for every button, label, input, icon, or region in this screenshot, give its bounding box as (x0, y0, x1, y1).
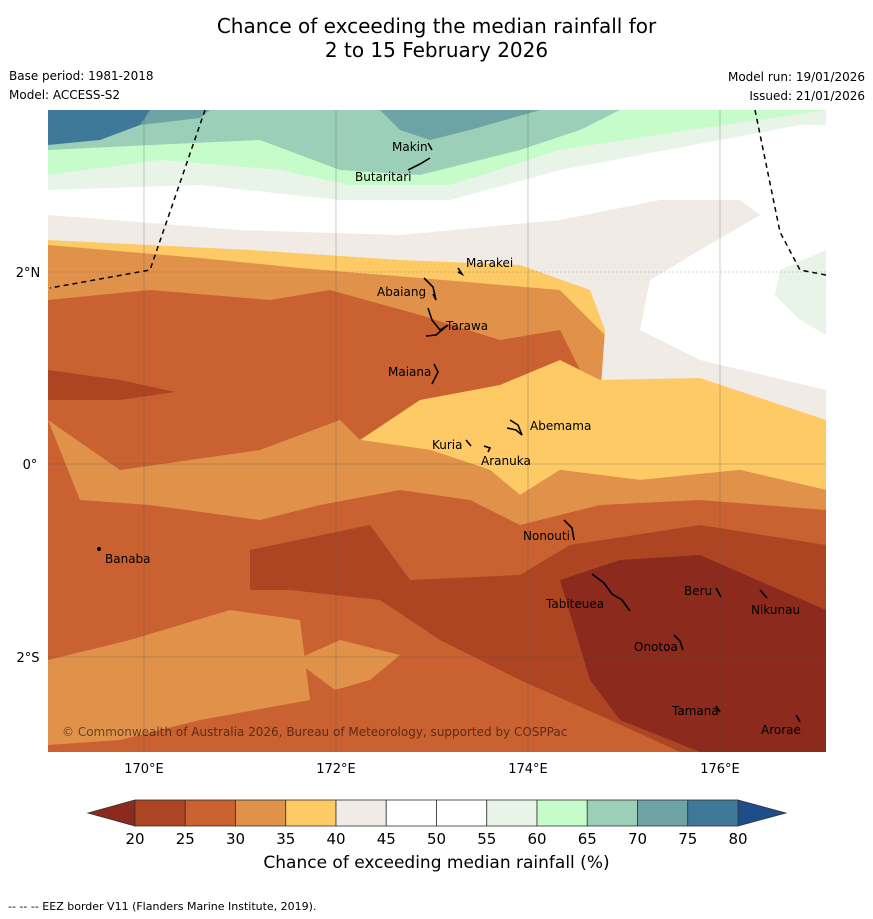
place-label-nonouti: Nonouti (523, 529, 570, 543)
place-label-arorae: Arorae (761, 723, 801, 737)
place-label-tabiteuea: Tabiteuea (545, 597, 604, 611)
lon-label-170e: 170°E (124, 762, 164, 777)
eez-border-west (49, 110, 206, 289)
colorbar: 20 25 30 35 40 45 50 55 60 65 70 75 80 (86, 799, 788, 848)
eez-border-east (754, 110, 826, 276)
place-label-marakei: Marakei (466, 256, 513, 270)
colorbar-label: Chance of exceeding median rainfall (%) (263, 853, 610, 873)
place-label-abaiang: Abaiang (377, 285, 426, 299)
band-30-35-central (48, 420, 826, 525)
band-30-35-patch (295, 640, 400, 690)
colorbar-box (637, 799, 689, 827)
colorbar-box (134, 799, 186, 827)
colorbar-tick-label: 40 (326, 830, 345, 848)
title-line-1: Chance of exceeding the median rainfall … (216, 14, 657, 38)
place-label-tamana: Tamana (671, 704, 719, 718)
lat-label-2n: 2°N (16, 266, 41, 281)
colorbar-box (235, 799, 287, 827)
band-30-35-southwest (48, 610, 310, 745)
colorbar-box (285, 799, 337, 827)
graticule (48, 110, 826, 752)
model-run: Model run: 19/01/2026 (727, 70, 865, 84)
title-line-2: 2 to 15 February 2026 (324, 38, 549, 62)
colorbar-box (335, 799, 387, 827)
lat-label-0: 0° (23, 458, 38, 473)
band-20-25-west (48, 370, 175, 400)
colorbar-tick-label: 80 (728, 830, 747, 848)
colorbar-tick-label: 25 (176, 830, 195, 848)
colorbar-tick-label: 70 (628, 830, 647, 848)
colorbar-tick-label: 20 (125, 830, 144, 848)
lon-label-174e: 174°E (508, 762, 548, 777)
place-label-maiana: Maiana (388, 365, 431, 379)
band-55-60-east (775, 250, 826, 335)
band-75-80 (48, 110, 150, 145)
place-label-kuria: Kuria (432, 438, 463, 452)
lon-label-172e: 172°E (316, 762, 356, 777)
band-70-75-b (380, 110, 540, 140)
place-label-nikunau: Nikunau (751, 603, 800, 617)
place-label-onotoa: Onotoa (634, 640, 678, 654)
colorbar-box (436, 799, 488, 827)
model-name: Model: ACCESS-S2 (9, 88, 121, 102)
place-label-banaba: Banaba (105, 552, 151, 566)
colorbar-tick-label: 65 (578, 830, 597, 848)
band-35-40-central (360, 360, 826, 495)
base-period: Base period: 1981-2018 (9, 69, 154, 83)
colorbar-box (687, 799, 739, 827)
colorbar-tick-label: 55 (477, 830, 496, 848)
lon-label-176e: 176°E (700, 762, 740, 777)
colorbar-box (486, 799, 538, 827)
colorbar-tick-label: 75 (678, 830, 697, 848)
place-label-tarawa: Tarawa (445, 319, 488, 333)
colorbar-under-arrow (86, 799, 136, 827)
colorbar-tick-label: 30 (226, 830, 245, 848)
islands (97, 142, 801, 723)
colorbar-box (184, 799, 236, 827)
colorbar-over-arrow (737, 799, 788, 827)
colorbar-tick-label: 60 (527, 830, 546, 848)
band-below-20 (560, 555, 826, 752)
colorbar-tick-label: 35 (276, 830, 295, 848)
lat-label-2s: 2°S (16, 651, 39, 666)
colorbar-box (536, 799, 588, 827)
colorbar-tick-label: 45 (377, 830, 396, 848)
place-label-butaritari: Butaritari (355, 170, 412, 184)
place-label-abemama: Abemama (530, 419, 591, 433)
colorbar-box (586, 799, 638, 827)
eez-legend-note: -- -- -- EEZ border V11 (Flanders Marine… (8, 900, 317, 913)
colorbar-box (385, 799, 437, 827)
place-label-makin: Makin (392, 140, 428, 154)
colorbar-tick-label: 50 (427, 830, 446, 848)
place-label-beru: Beru (684, 584, 712, 598)
place-label-aranuka: Aranuka (481, 454, 531, 468)
copyright-notice: © Commonwealth of Australia 2026, Bureau… (62, 725, 567, 739)
issued-date: Issued: 21/01/2026 (749, 89, 865, 103)
contour-fill (48, 110, 826, 752)
